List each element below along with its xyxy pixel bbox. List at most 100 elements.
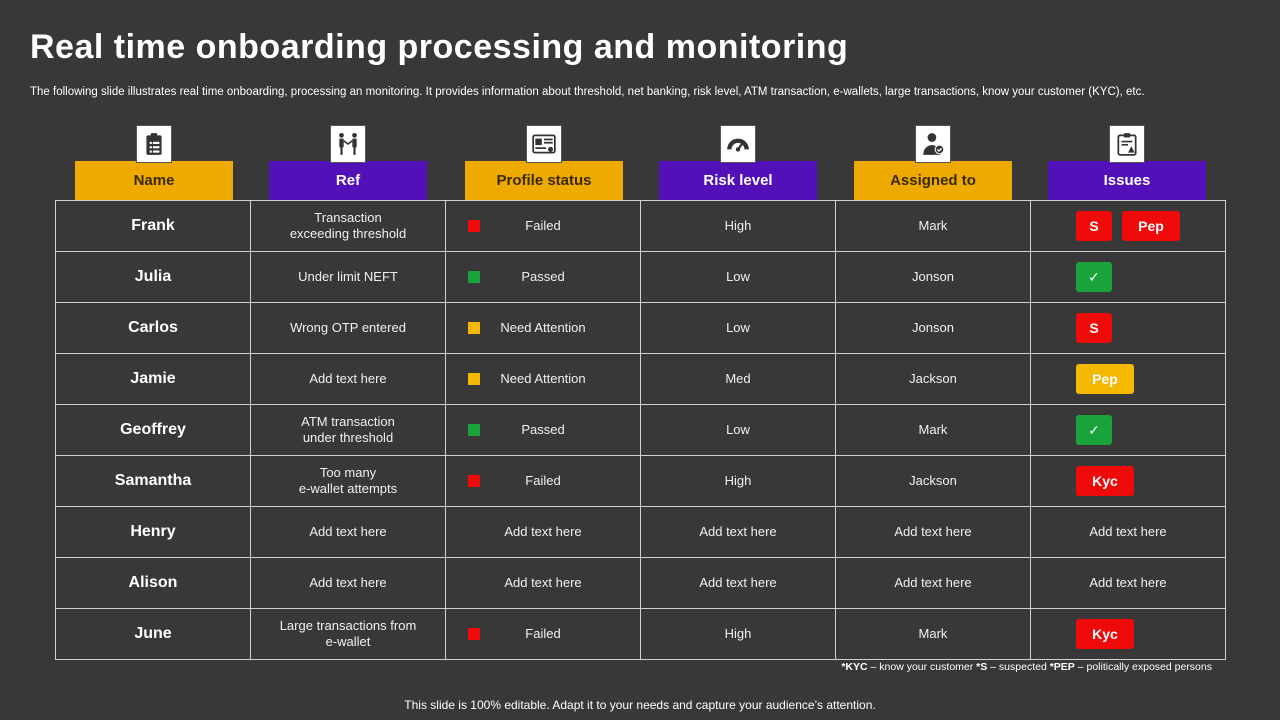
status-indicator [468, 475, 480, 487]
cell-name: Samantha [55, 455, 251, 507]
cell-profile-status: Passed [445, 404, 641, 456]
cell-assigned-to: Jonson [835, 251, 1031, 303]
status-label: Add text here [504, 524, 582, 539]
cell-ref: Under limit NEFT [250, 251, 446, 303]
status-indicator [468, 424, 480, 436]
onboarding-table: Frank Transaction exceeding threshold Fail… [55, 200, 1226, 660]
cell-profile-status: Add text here [445, 557, 641, 609]
pep-text: – politically exposed persons [1074, 661, 1212, 673]
check-badge-icon: ✓ [1076, 262, 1112, 292]
status-label: Failed [525, 218, 561, 233]
header-name: Name [75, 161, 233, 200]
cell-profile-status: Failed [445, 608, 641, 660]
cell-issues: Kyc [1030, 455, 1226, 507]
cell-ref: Add text here [250, 557, 446, 609]
s-key: *S [976, 661, 988, 673]
people-handshake-icon [330, 125, 366, 163]
table-row: June Large transactions from e-wallet Fail… [55, 608, 1226, 660]
cell-issues: ✓ [1030, 251, 1226, 303]
kyc-key: *KYC [841, 661, 868, 673]
cell-issues: Add text here [1030, 557, 1226, 609]
table-row: Samantha Too many e-wallet attempts Failed… [55, 455, 1226, 507]
cell-ref: Add text here [250, 506, 446, 558]
editable-note: This slide is 100% editable. Adapt it to… [404, 698, 876, 712]
status-label: Failed [525, 473, 561, 488]
cell-assigned-to: Add text here [835, 506, 1031, 558]
cell-risk-level: Add text here [640, 557, 836, 609]
table-row: Frank Transaction exceeding threshold Fail… [55, 200, 1226, 252]
legend-footnote: *KYC – know your customer *S – suspected… [841, 661, 1212, 673]
page-title: Real time onboarding processing and moni… [30, 28, 849, 66]
cell-risk-level: Low [640, 251, 836, 303]
s-badge: S [1076, 211, 1112, 241]
report-clipboard-icon [1109, 125, 1145, 163]
cell-profile-status: Failed [445, 200, 641, 252]
header-profile-status: Profile status [465, 161, 623, 200]
cell-issues: S Pep [1030, 200, 1226, 252]
table-row: Alison Add text here Add text here Add text… [55, 557, 1226, 609]
cell-risk-level: High [640, 455, 836, 507]
status-label: Need Attention [500, 371, 586, 386]
status-label: Failed [525, 626, 561, 641]
header-ref: Ref [269, 161, 427, 200]
header-assigned-to: Assigned to [854, 161, 1012, 200]
header-issues: Issues [1048, 161, 1206, 200]
cell-risk-level: Med [640, 353, 836, 405]
user-check-icon [915, 125, 951, 163]
cell-name: Henry [55, 506, 251, 558]
kyc-badge: Kyc [1076, 619, 1134, 649]
cell-assigned-to: Mark [835, 404, 1031, 456]
kyc-badge: Kyc [1076, 466, 1134, 496]
status-label: Add text here [504, 575, 582, 590]
cell-profile-status: Need Attention [445, 302, 641, 354]
cell-assigned-to: Jackson [835, 455, 1031, 507]
cell-risk-level: Low [640, 404, 836, 456]
cell-name: June [55, 608, 251, 660]
cell-profile-status: Need Attention [445, 353, 641, 405]
cell-ref: Add text here [250, 353, 446, 405]
cell-assigned-to: Add text here [835, 557, 1031, 609]
cell-assigned-to: Mark [835, 608, 1031, 660]
cell-name: Carlos [55, 302, 251, 354]
cell-name: Alison [55, 557, 251, 609]
cell-assigned-to: Mark [835, 200, 1031, 252]
table-row: Geoffrey ATM transaction under threshold P… [55, 404, 1226, 456]
cell-ref: Too many e-wallet attempts [250, 455, 446, 507]
check-badge-icon: ✓ [1076, 415, 1112, 445]
cell-name: Frank [55, 200, 251, 252]
gauge-icon [720, 125, 756, 163]
cell-assigned-to: Jonson [835, 302, 1031, 354]
cell-profile-status: Passed [445, 251, 641, 303]
table-row: Carlos Wrong OTP entered Need Attention Low… [55, 302, 1226, 354]
cell-ref: Transaction exceeding threshold [250, 200, 446, 252]
status-indicator [468, 220, 480, 232]
kyc-text: – know your customer [867, 661, 977, 673]
table-row: Jamie Add text here Need Attention Med Jacks… [55, 353, 1226, 405]
cell-issues: Add text here [1030, 506, 1226, 558]
pep-badge: Pep [1076, 364, 1134, 394]
id-card-icon [526, 125, 562, 163]
cell-risk-level: High [640, 608, 836, 660]
table-row: Henry Add text here Add text here Add text … [55, 506, 1226, 558]
page-subtitle: The following slide illustrates real tim… [30, 86, 1145, 98]
cell-risk-level: Low [640, 302, 836, 354]
cell-risk-level: High [640, 200, 836, 252]
cell-ref: Large transactions from e-wallet [250, 608, 446, 660]
cell-risk-level: Add text here [640, 506, 836, 558]
cell-issues: ✓ [1030, 404, 1226, 456]
status-indicator [468, 373, 480, 385]
s-text: – suspected [987, 661, 1050, 673]
cell-ref: ATM transaction under threshold [250, 404, 446, 456]
cell-name: Geoffrey [55, 404, 251, 456]
cell-name: Jamie [55, 353, 251, 405]
status-label: Passed [521, 422, 565, 437]
status-indicator [468, 271, 480, 283]
status-label: Need Attention [500, 320, 586, 335]
status-indicator [468, 628, 480, 640]
cell-profile-status: Failed [445, 455, 641, 507]
s-badge: S [1076, 313, 1112, 343]
pep-badge: Pep [1122, 211, 1180, 241]
cell-issues: Kyc [1030, 608, 1226, 660]
status-indicator [468, 322, 480, 334]
pep-key: *PEP [1049, 661, 1075, 673]
